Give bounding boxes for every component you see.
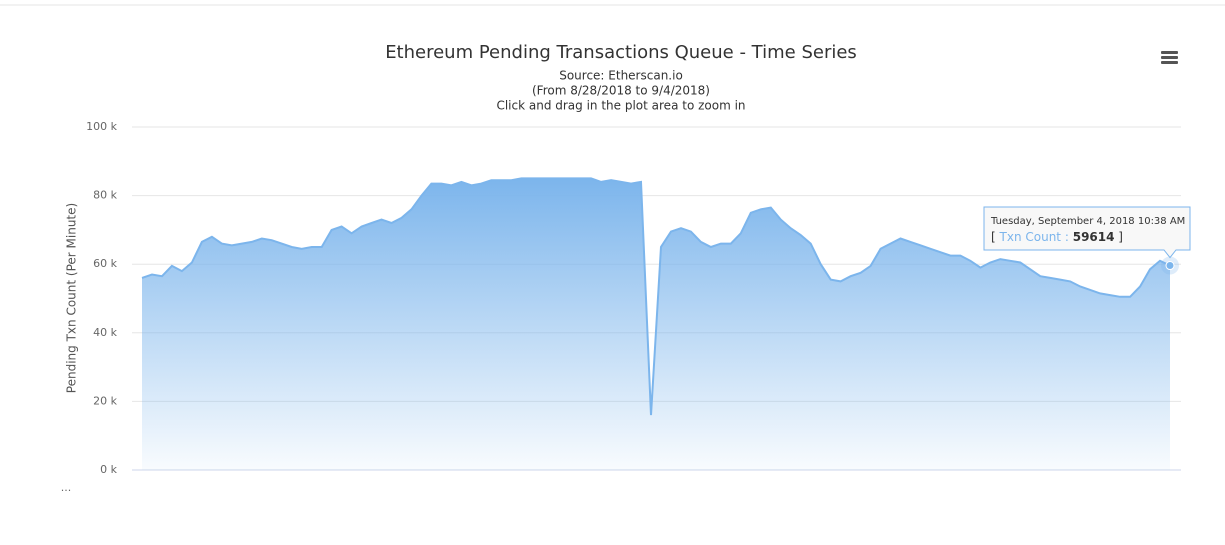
tooltip-header: Tuesday, September 4, 2018 10:38 AM [990, 216, 1185, 227]
chart-subtitle: (From 8/28/2018 to 9/4/2018) [532, 84, 710, 98]
tooltip-body: [ Txn Count : 59614 ] [991, 230, 1123, 244]
chart-subtitle: Source: Etherscan.io [559, 69, 683, 83]
series-line [141, 177, 1171, 416]
menu-button[interactable] [1155, 44, 1185, 70]
y-tick-label: 60 k [93, 257, 117, 270]
tooltip-separator: : [1065, 230, 1069, 244]
tooltip-box [983, 206, 1191, 259]
y-axis-title: Pending Txn Count (Per Minute) [65, 203, 79, 393]
y-tick-label: 0 k [100, 463, 117, 476]
hover-point [1165, 261, 1175, 271]
tooltip-series-name: Txn Count [999, 230, 1062, 244]
y-tick-label: 20 k [93, 394, 117, 407]
y-tick-label: 80 k [93, 189, 117, 202]
chart-subtitle: Click and drag in the plot area to zoom … [496, 99, 745, 113]
chart-title: Ethereum Pending Transactions Queue - Ti… [385, 42, 857, 63]
footer-ellipsis: ... [61, 481, 72, 494]
tooltip-bracket: ] [1118, 230, 1123, 244]
y-tick-label: 100 k [86, 120, 117, 133]
tooltip-value: 59614 [1073, 230, 1115, 244]
tooltip-bracket: [ [991, 230, 996, 244]
area-fill [142, 178, 1170, 470]
y-tick-label: 40 k [93, 326, 117, 339]
